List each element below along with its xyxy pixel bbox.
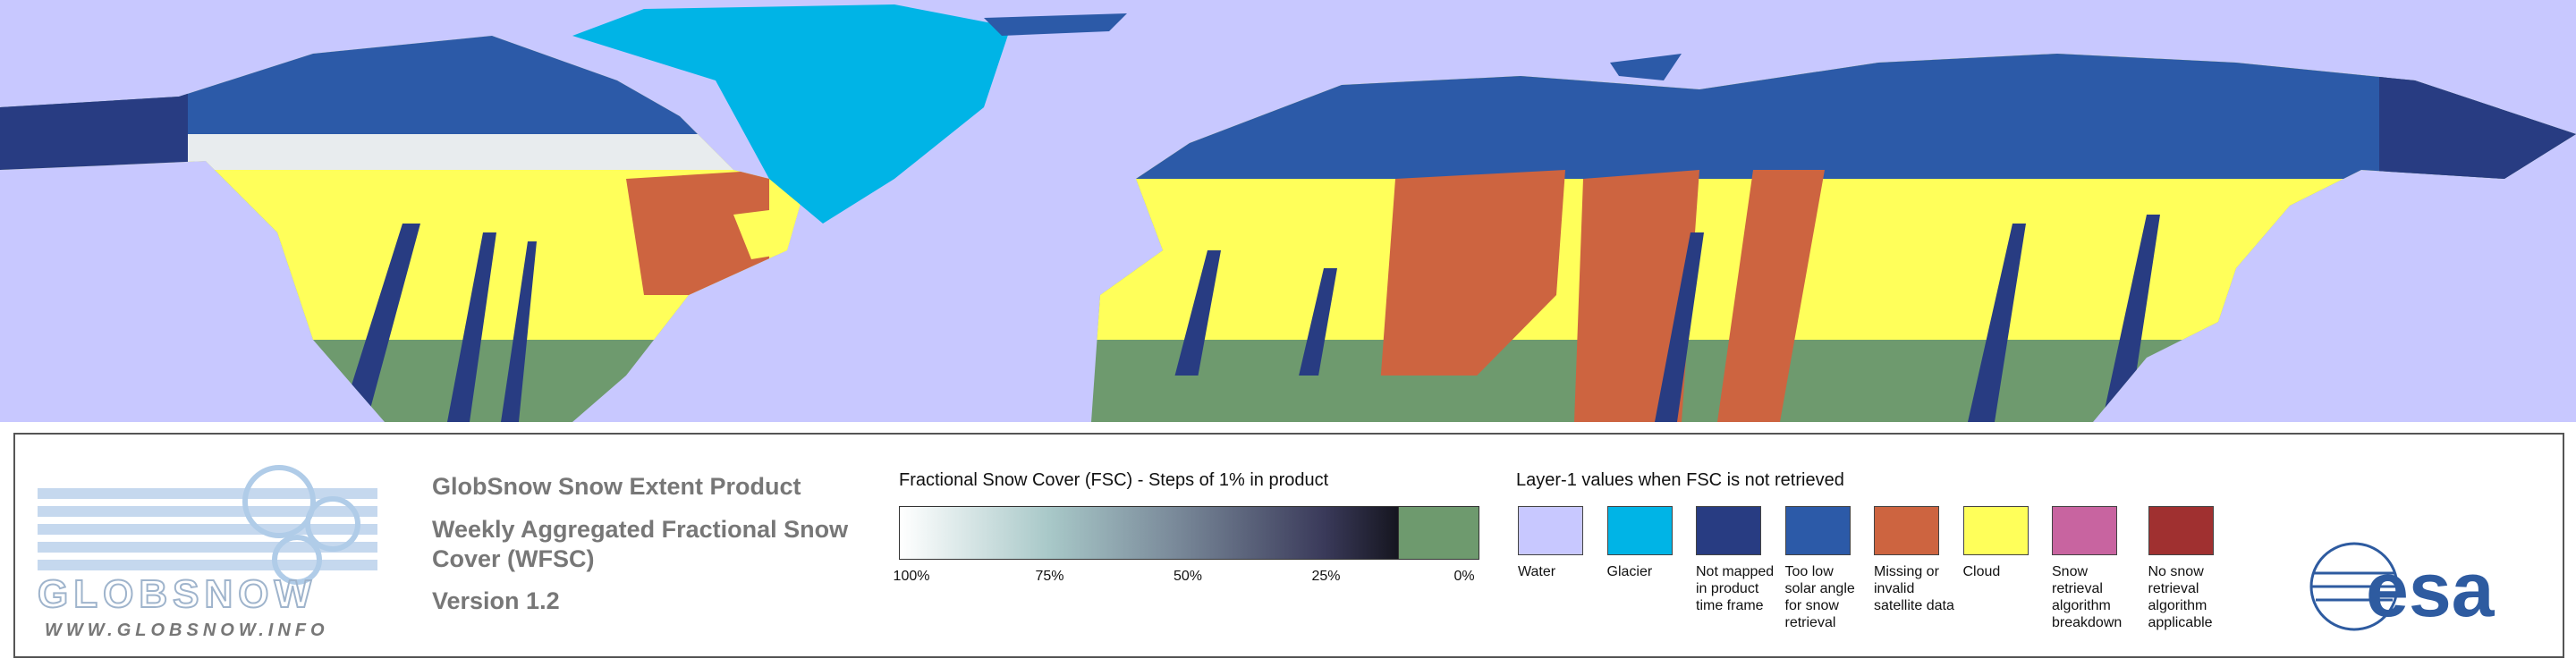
- colorbar-snow-free: [1398, 506, 1479, 560]
- legend-label: Snow retrieval algorithm breakdown: [2052, 564, 2123, 630]
- legend-swatch: [1518, 506, 1583, 555]
- logo-name: GLOBSNOW: [38, 572, 317, 616]
- greenland: [572, 4, 1011, 224]
- legend-label: Cloud: [1962, 564, 2001, 579]
- legend-swatch: [1696, 506, 1761, 555]
- globsnow-logo: GLOBSNOW WWW.GLOBSNOW.INFO: [38, 465, 377, 640]
- colorbar-tick-label: 100%: [893, 569, 930, 584]
- legend-swatch: [2052, 506, 2117, 555]
- snowflakes: [242, 465, 360, 585]
- esa-text: esa: [2366, 547, 2496, 633]
- legend-panel: GLOBSNOW WWW.GLOBSNOW.INFO GlobSnow Snow…: [13, 433, 2564, 658]
- colorbar-tick-label: 75%: [1035, 569, 1064, 584]
- islands: [984, 13, 1682, 80]
- legend-label: Not mapped in product time frame: [1696, 564, 1775, 613]
- title: GlobSnow Snow Extent Product: [432, 473, 801, 500]
- esa-globe: [2309, 542, 2399, 631]
- legend-label: Water: [1518, 564, 1556, 579]
- legend-swatch: [1962, 506, 2029, 555]
- legend-label: Missing or invalid satellite data: [1874, 564, 1954, 613]
- layer1-title: Layer-1 values when FSC is not retrieved: [1516, 470, 1844, 490]
- legend-swatch: [1606, 506, 1673, 555]
- subtitle: Weekly Aggregated Fractional Snow Cover …: [432, 516, 849, 572]
- colorbar-tick-label: 25%: [1311, 569, 1341, 584]
- snow-map: [0, 0, 2576, 422]
- legend-label: No snow retrieval algorithm applicable: [2148, 564, 2213, 630]
- colorbar-tick-label: 50%: [1173, 569, 1203, 584]
- esa-logo: esa: [2309, 542, 2496, 633]
- legend-swatch: [1784, 506, 1851, 555]
- version: Version 1.2: [432, 587, 560, 614]
- colorbar-title: Fractional Snow Cover (FSC) - Steps of 1…: [899, 470, 1329, 490]
- legend-label: Too low solar angle for snow retrieval: [1784, 564, 1855, 630]
- legend-swatch: [2148, 506, 2214, 555]
- legend-swatch: [1874, 506, 1939, 555]
- legend-label: Glacier: [1606, 564, 1653, 579]
- colorbar-tick-label: 0%: [1453, 569, 1475, 584]
- logo-url: WWW.GLOBSNOW.INFO: [45, 621, 329, 640]
- colorbar-gradient: [899, 506, 1399, 560]
